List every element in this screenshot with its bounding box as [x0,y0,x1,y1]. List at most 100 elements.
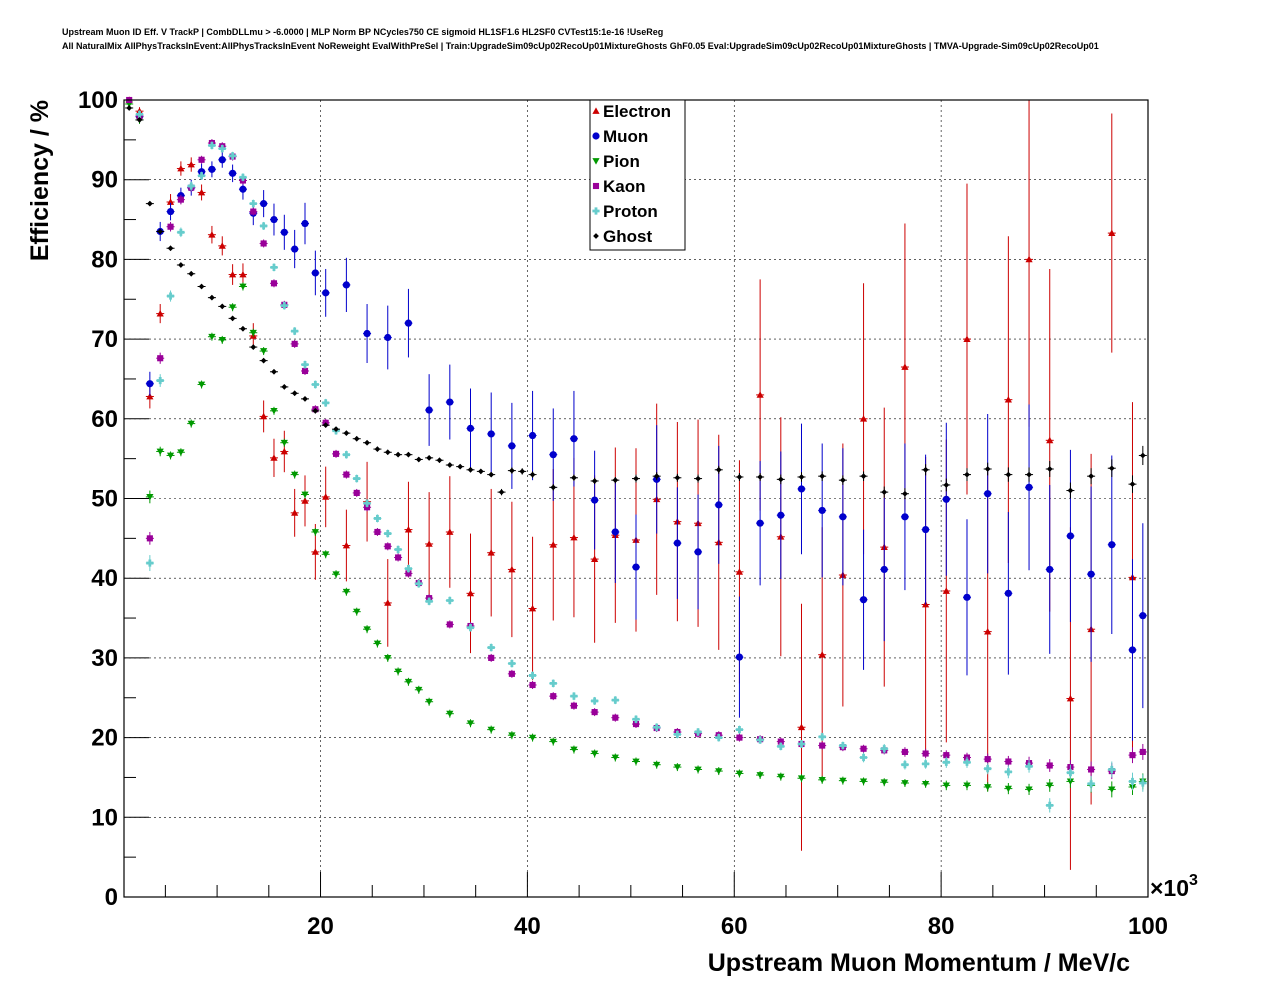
data-point [404,678,413,686]
data-point [270,280,278,287]
data-point [446,398,454,406]
data-point [333,426,339,433]
data-point [280,302,288,310]
data-point [818,506,826,515]
data-point [487,549,495,556]
data-point [819,742,826,749]
data-point [353,489,360,496]
data-point [177,164,185,172]
data-point [353,435,360,442]
data-point [508,670,515,677]
data-point [818,733,826,741]
data-point [736,474,743,480]
data-point [1139,748,1146,756]
data-point [736,734,743,741]
data-point [426,454,433,461]
data-point [373,514,382,523]
data-point [167,245,174,252]
x-axis-label: Upstream Muon Momentum / MeV/c [708,949,1130,977]
data-point [757,474,764,480]
data-point [859,778,868,786]
data-point [394,668,402,676]
data-point [156,448,164,456]
data-point [218,242,226,249]
data-point [229,304,237,311]
data-point [1025,786,1033,794]
legend-marker [593,233,599,239]
data-point [1066,532,1075,540]
data-point [632,720,640,728]
data-point [405,570,412,577]
data-points [125,96,1147,870]
data-point [715,501,723,509]
data-point [694,766,702,774]
data-point [218,156,226,164]
data-point [653,723,661,731]
data-point [425,540,433,547]
data-point [301,491,309,499]
data-point [797,723,806,731]
data-point [1108,465,1115,472]
data-point [197,188,206,196]
data-point [1066,778,1075,786]
data-point [777,476,784,483]
data-point [570,746,578,754]
data-point [549,451,557,459]
data-point [291,245,299,253]
data-point [777,511,785,519]
data-point [197,381,206,389]
data-point [591,496,599,504]
data-point [1004,589,1012,597]
data-point [612,477,619,484]
data-point [963,335,971,342]
data-point [209,294,215,301]
data-point [880,745,888,753]
data-point [270,263,278,271]
data-point [260,357,267,364]
data-point [374,528,381,536]
data-point [404,319,413,327]
legend-label: Pion [603,152,640,171]
x-multiplier-exponent: 3 [1189,872,1198,889]
data-point [487,643,495,652]
data-point [280,228,288,236]
y-tick-label: 80 [91,246,118,273]
data-point [395,451,401,458]
data-point [488,654,495,661]
data-point [735,770,744,778]
data-point [291,471,299,479]
data-point [280,447,288,455]
data-point [591,478,598,484]
data-point [673,539,681,547]
data-point [591,555,599,562]
data-point [1046,782,1054,790]
data-point [166,198,175,205]
data-point [756,736,764,744]
data-point [529,471,536,478]
data-point [735,568,744,575]
data-point [178,262,184,268]
x-tick-label: 20 [307,913,334,940]
data-point [260,348,268,355]
data-point [187,420,195,428]
data-point [715,466,722,473]
data-point [466,720,475,727]
data-point [1046,466,1053,472]
data-point [1087,570,1095,578]
data-point [901,748,908,756]
data-point [756,519,764,527]
data-point [819,473,826,480]
data-point [446,596,454,605]
data-point [591,750,599,758]
data-point [1066,694,1075,702]
data-point [353,474,361,483]
data-point [839,777,847,785]
data-point [488,471,495,478]
data-point [395,554,402,561]
data-point [653,473,660,480]
legend-marker [592,132,600,140]
data-point [901,780,909,787]
data-point [166,452,175,460]
y-tick-label: 50 [91,486,118,513]
